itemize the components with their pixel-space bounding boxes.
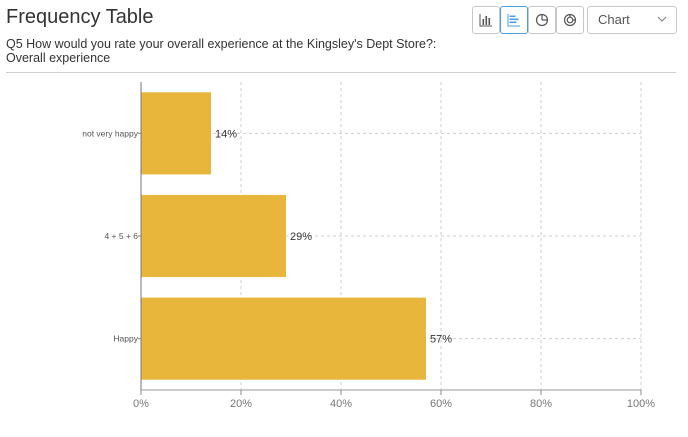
x-tick-label: 80% (530, 398, 552, 410)
vertical-bar-chart-button[interactable] (472, 6, 500, 34)
x-tick-label: 20% (230, 398, 252, 410)
chevron-down-icon (657, 16, 667, 22)
data-label: 57% (430, 334, 452, 346)
column-chart-icon (479, 14, 492, 27)
question-text: Q5 How would you rate your overall exper… (6, 37, 436, 65)
page-title: Frequency Table (6, 6, 154, 28)
bar (141, 194, 286, 278)
bar (141, 92, 211, 175)
pie-chart-icon (535, 13, 549, 27)
x-tick-label: 0% (133, 398, 149, 410)
question-line: Q5 How would you rate your overall exper… (6, 37, 437, 51)
y-tick-label: Happy (113, 334, 138, 344)
pie-chart-button[interactable] (528, 6, 556, 34)
question-subtitle: Overall experience (6, 51, 111, 65)
y-tick-label: not very happy (82, 128, 139, 138)
y-tick-label: 4 + 5 + 6 (104, 231, 138, 241)
header-divider (6, 72, 676, 73)
x-tick-label: 100% (627, 398, 655, 410)
donut-chart-button[interactable] (556, 6, 584, 34)
chart-type-select[interactable]: Chart (587, 6, 677, 34)
data-label: 29% (290, 231, 312, 243)
horizontal-bar-chart-button[interactable] (500, 6, 528, 34)
data-label: 14% (215, 128, 237, 140)
donut-chart-icon (563, 13, 577, 27)
x-tick-label: 40% (330, 398, 352, 410)
chart-type-select-value: Chart (598, 12, 630, 27)
x-tick-label: 60% (430, 398, 452, 410)
bar-chart-icon (507, 14, 520, 27)
bar (141, 297, 426, 380)
